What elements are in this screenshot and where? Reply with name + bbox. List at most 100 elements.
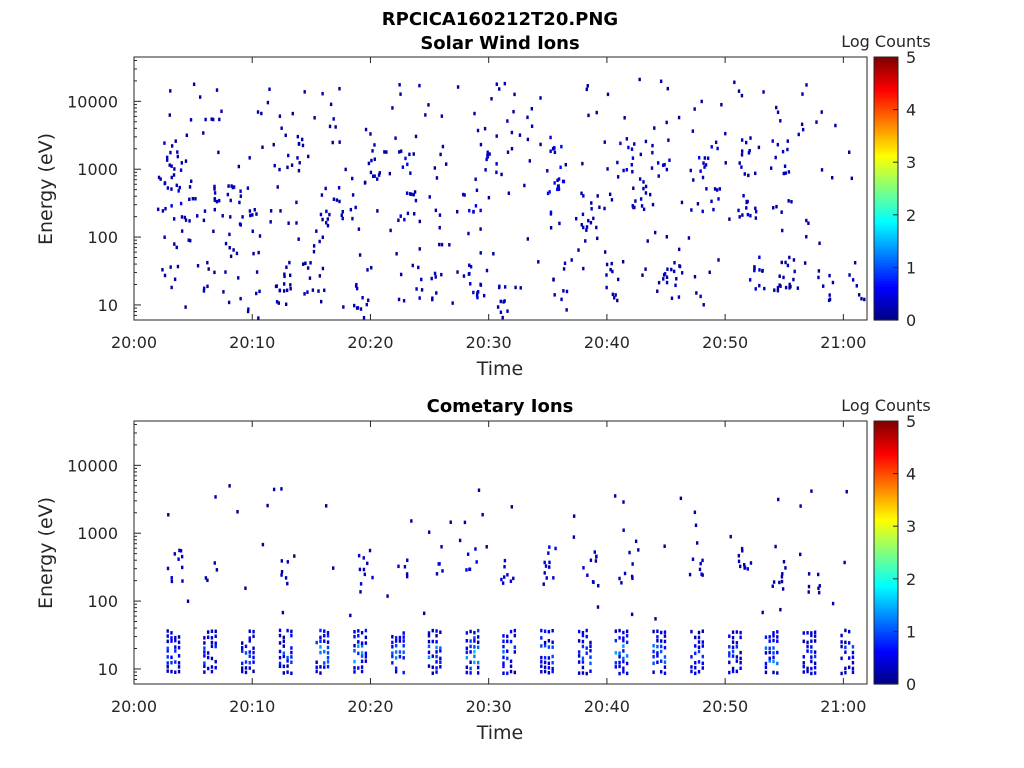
heatmap-cell [248,639,251,643]
heatmap-cell [625,629,629,634]
heatmap-cell [622,649,625,653]
heatmap-cell [857,293,861,297]
heatmap-cell [540,664,543,669]
heatmap-cell [362,315,366,320]
heatmap-cell [473,636,476,640]
colorbar-segment [874,523,898,527]
colorbar-segment [874,243,898,247]
colorbar-segment [874,639,898,643]
heatmap-cell [394,643,398,648]
heatmap-cell [170,576,173,580]
heatmap-cell [595,554,598,559]
heatmap-cell [214,634,217,639]
heatmap-cell [526,137,530,142]
colorbar-segment [874,214,898,219]
heatmap-cell [434,208,438,213]
heatmap-cell [589,640,592,645]
heatmap-cell [807,221,810,225]
heatmap-cell [547,671,551,675]
heatmap-cell [272,142,275,147]
heatmap-cell [551,628,554,633]
heatmap-cell [697,645,701,650]
heatmap-cell [437,562,440,566]
heatmap-cell [753,266,756,270]
heatmap-cell [178,185,181,190]
heatmap-cell [418,83,421,88]
heatmap-cell [215,199,219,204]
heatmap-cell [559,165,562,170]
colorbar-segment [874,470,898,475]
colorbar-segment [874,193,898,197]
heatmap-cell [479,282,482,287]
heatmap-cell [816,572,820,577]
heatmap-cell [206,651,210,655]
heatmap-cell [743,563,746,567]
colorbar-segment [874,536,898,540]
heatmap-cell [548,560,551,565]
heatmap-cell [244,644,248,649]
heatmap-cell [439,656,442,661]
heatmap-cell [539,142,542,147]
heatmap-cell [634,199,637,203]
colorbar-segment [874,149,898,153]
colorbar-segment [874,312,898,316]
heatmap-cell [469,282,472,286]
heatmap-cell [585,228,588,232]
heatmap-cell [697,669,701,674]
colorbar-segment [874,217,898,221]
heatmap-cell [698,567,702,572]
heatmap-cell [217,150,220,155]
heatmap-cell [177,635,181,639]
heatmap-cell [817,269,821,273]
heatmap-cell [546,169,549,173]
heatmap-cell [697,640,701,644]
heatmap-cell [614,629,617,633]
colorbar-segment [874,531,898,535]
heatmap-cell [577,650,581,654]
heatmap-cell [776,142,780,147]
colorbar-tick-label: 1 [906,622,916,641]
heatmap-cell [800,122,804,127]
heatmap-cell [805,83,808,87]
heatmap-cell [323,633,326,638]
x-axis-label: Time [476,722,524,744]
heatmap-cell [360,630,364,635]
heatmap-cell [690,665,693,669]
heatmap-cell [490,97,493,101]
heatmap-cell [282,644,286,648]
heatmap-cell [558,221,561,226]
heatmap-cell [500,172,503,177]
heatmap-cell [315,229,318,233]
heatmap-cell [502,650,505,654]
heatmap-cell [360,659,364,664]
heatmap-cell [486,150,489,155]
heatmap-cell [291,111,294,116]
colorbar-segment [874,586,898,590]
heatmap-cell [360,641,364,645]
heatmap-cell [439,646,442,650]
heatmap-cell [694,651,697,656]
heatmap-cell [370,265,373,270]
heatmap-cell [768,646,771,651]
heatmap-cell [485,545,488,549]
heatmap-cell [284,576,288,580]
heatmap-cell [701,661,705,666]
heatmap-cell [652,661,655,666]
heatmap-cell [513,645,517,649]
colorbar-segment [874,428,898,433]
heatmap-cell [476,128,480,133]
colorbar-segment [874,452,898,456]
heatmap-cell [241,215,244,219]
colorbar-segment [874,499,898,504]
heatmap-cell [665,275,669,279]
heatmap-cell [238,200,241,205]
heatmap-cell [399,214,402,218]
heatmap-cell [469,264,473,269]
x-axis: 20:00 20:10 20:20 20:30 20:40 20:50 21:00 [111,57,866,352]
colorbar-segment [874,135,898,140]
heatmap-cell [286,659,289,663]
heatmap-cell [473,654,476,659]
heatmap-cell [502,671,505,675]
heatmap-cell [746,212,750,217]
heatmap-cell [166,649,169,653]
